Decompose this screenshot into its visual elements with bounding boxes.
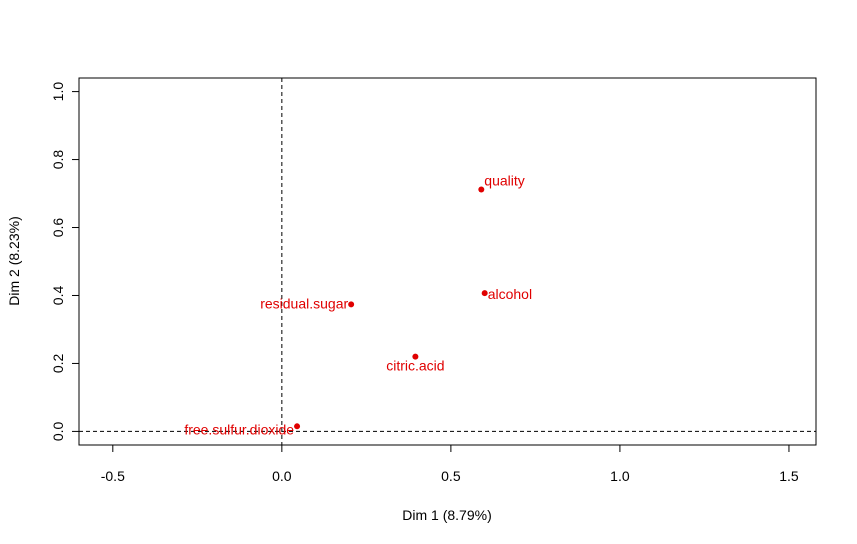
data-point <box>294 423 301 430</box>
y-tick-label: 0.0 <box>50 421 66 441</box>
y-tick-label: 0.8 <box>50 150 66 170</box>
data-point-label: free.sulfur.dioxide <box>184 421 294 437</box>
y-tick-label: 0.2 <box>50 354 66 374</box>
y-tick-label: 1.0 <box>50 82 66 102</box>
data-point-label: quality <box>484 172 524 188</box>
x-tick-label: 0.5 <box>441 468 461 484</box>
plot-frame <box>78 77 817 446</box>
data-point-label: citric.acid <box>386 358 444 374</box>
x-tick-label: 1.0 <box>610 468 630 484</box>
x-axis-title: Dim 1 (8.79%) <box>402 507 491 523</box>
x-tick-label: -0.5 <box>101 468 125 484</box>
data-point <box>348 301 355 308</box>
y-tick-label: 0.6 <box>50 218 66 238</box>
data-points: quality alcohol residual.sugar citric.acid f… <box>184 172 532 437</box>
y-axis-title: Dim 2 (8.23%) <box>6 216 22 305</box>
y-axis: 0.0 0.2 0.4 0.6 0.8 1.0 <box>50 82 80 441</box>
data-point <box>478 186 485 193</box>
x-axis: -0.5 0.0 0.5 1.0 1.5 <box>101 444 799 484</box>
data-point <box>412 353 419 360</box>
data-point <box>481 290 488 297</box>
x-tick-label: 1.5 <box>779 468 799 484</box>
data-point-label: residual.sugar <box>260 295 348 311</box>
data-point-label: alcohol <box>488 286 532 302</box>
x-tick-label: 0.0 <box>272 468 292 484</box>
y-tick-label: 0.4 <box>50 286 66 306</box>
